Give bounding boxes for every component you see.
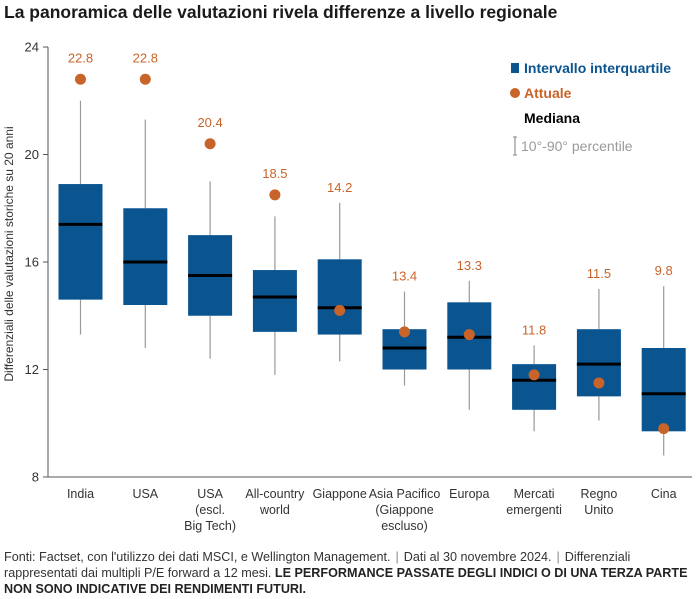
category-label: Giappone xyxy=(313,487,367,501)
category-label: Mercati xyxy=(514,487,555,501)
source-separator-2: | xyxy=(556,550,560,564)
source-separator-1: | xyxy=(395,550,399,564)
y-tick-label: 8 xyxy=(32,470,39,485)
current-dot xyxy=(204,138,216,150)
category-label: escluso) xyxy=(381,519,428,533)
current-value-label: 22.8 xyxy=(68,50,93,65)
y-axis-title: Differenziali delle valutazioni storiche… xyxy=(2,126,16,381)
y-tick-label: 12 xyxy=(25,362,39,377)
category-label: USA xyxy=(197,487,223,501)
legend-median-label: Mediana xyxy=(524,110,580,126)
category-label: India xyxy=(67,487,94,501)
current-value-label: 20.4 xyxy=(197,115,222,130)
source-note: Fonti: Factset, con l'utilizzo dei dati … xyxy=(4,549,694,597)
legend-whisker-label: 10°-90° percentile xyxy=(521,138,633,154)
category-label: Cina xyxy=(651,487,677,501)
iqr-box xyxy=(58,184,103,300)
current-dot xyxy=(593,377,605,389)
current-dot xyxy=(528,369,540,381)
current-value-label: 11.5 xyxy=(587,266,611,281)
current-value-label: 18.5 xyxy=(262,166,287,181)
current-dot xyxy=(269,189,281,201)
source-disclaimer: LE PERFORMANCE PASSATE DEGLI INDICI O DI… xyxy=(4,566,688,596)
current-dot xyxy=(658,423,670,435)
current-value-label: 13.4 xyxy=(392,269,417,284)
current-dot xyxy=(399,326,410,338)
legend-whisker-swatch xyxy=(513,136,517,156)
current-dot xyxy=(139,73,151,85)
current-value-label: 11.8 xyxy=(522,322,546,337)
legend-box-label: Intervallo interquartile xyxy=(524,60,671,76)
source-text-2: Dati al 30 novembre 2024. xyxy=(403,550,552,564)
boxplot-chart: 8 12 16 20 24 Differenziali delle valutazioni… xyxy=(2,40,692,533)
category-label: emergenti xyxy=(506,503,562,517)
current-dot xyxy=(463,329,475,341)
iqr-box xyxy=(252,270,297,332)
legend-dot-label: Attuale xyxy=(524,85,572,101)
category-label: Unito xyxy=(584,503,613,517)
current-dot xyxy=(334,304,346,316)
category-label: Regno xyxy=(580,487,617,501)
iqr-box xyxy=(123,208,168,305)
legend-dot-swatch xyxy=(510,88,520,98)
y-tick-label: 16 xyxy=(25,255,39,270)
y-tick-label: 24 xyxy=(25,40,39,55)
current-value-label: 14.2 xyxy=(327,180,352,195)
category-label: All-country xyxy=(245,487,305,501)
category-label: Asia Pacifico xyxy=(369,487,441,501)
current-value-label: 13.3 xyxy=(457,258,482,273)
category-label: USA xyxy=(132,487,158,501)
source-text-1: Fonti: Factset, con l'utilizzo dei dati … xyxy=(4,550,391,564)
legend-box-swatch xyxy=(511,63,519,73)
category-label: world xyxy=(259,503,290,517)
category-label: Big Tech) xyxy=(184,519,236,533)
iqr-box xyxy=(317,259,362,335)
current-dot xyxy=(75,73,86,85)
current-value-label: 9.8 xyxy=(655,263,673,278)
category-label: Europa xyxy=(449,487,489,501)
y-tick-label: 20 xyxy=(25,147,39,162)
current-value-label: 22.8 xyxy=(133,50,158,65)
iqr-box xyxy=(641,348,686,432)
category-label: (Giappone xyxy=(375,503,433,517)
category-label: (escl. xyxy=(195,503,225,517)
chart-title: La panoramica delle valutazioni rivela d… xyxy=(4,2,558,22)
source-text-3: Differenziali rappresentati dai multipli… xyxy=(4,550,631,580)
